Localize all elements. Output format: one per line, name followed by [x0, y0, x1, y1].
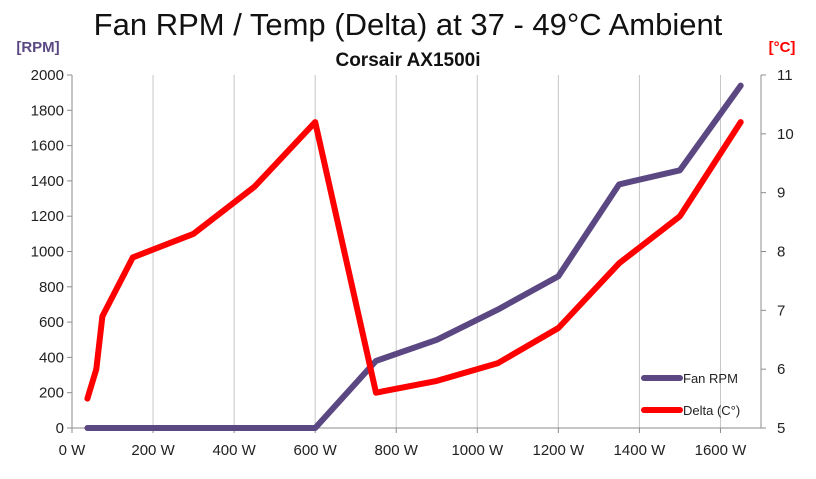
x-tick-label: 1000 W [451, 442, 504, 459]
chart-title: Fan RPM / Temp (Delta) at 37 - 49°C Ambi… [94, 7, 723, 42]
x-tick-label: 1400 W [614, 442, 667, 459]
right-tick-label: 5 [777, 420, 785, 437]
right-axis-unit: [°C] [769, 39, 796, 56]
right-tick-label: 10 [777, 126, 794, 143]
tick-labels: 0 200 400 600 800 1000 1200 1400 1600 1800 2000 5 6 7… [31, 67, 794, 459]
x-tick-label: 0 W [59, 442, 87, 459]
left-axis-unit: [RPM] [16, 39, 59, 56]
series-line [84, 119, 744, 402]
x-tick-label: 200 W [131, 442, 175, 459]
left-tick-label: 400 [39, 349, 64, 366]
x-tick-label: 800 W [375, 442, 419, 459]
right-tick-label: 9 [777, 185, 785, 202]
left-tick-label: 1600 [31, 138, 64, 155]
left-tick-label: 1200 [31, 208, 64, 225]
legend-label: Fan RPM [683, 371, 738, 386]
left-tick-label: 2000 [31, 67, 64, 84]
series-line [84, 82, 744, 431]
series-lines [84, 82, 744, 431]
right-tick-label: 8 [777, 244, 785, 261]
x-tick-label: 600 W [293, 442, 337, 459]
right-tick-label: 6 [777, 361, 785, 378]
left-tick-label: 1400 [31, 173, 64, 190]
legend-label: Delta (C°) [683, 403, 740, 418]
x-tick-label: 400 W [212, 442, 256, 459]
left-tick-label: 1000 [31, 244, 64, 261]
left-tick-label: 0 [56, 420, 64, 437]
x-tick-label: 1600 W [695, 442, 748, 459]
left-tick-label: 200 [39, 385, 64, 402]
right-tick-label: 7 [777, 302, 785, 319]
left-tick-label: 1800 [31, 102, 64, 119]
right-tick-label: 11 [777, 67, 793, 84]
legend: Fan RPM Delta (C°) [641, 371, 740, 418]
chart-subtitle: Corsair AX1500i [335, 50, 480, 71]
x-tick-label: 1200 W [533, 442, 586, 459]
left-tick-label: 600 [39, 314, 64, 331]
left-tick-label: 800 [39, 279, 64, 296]
